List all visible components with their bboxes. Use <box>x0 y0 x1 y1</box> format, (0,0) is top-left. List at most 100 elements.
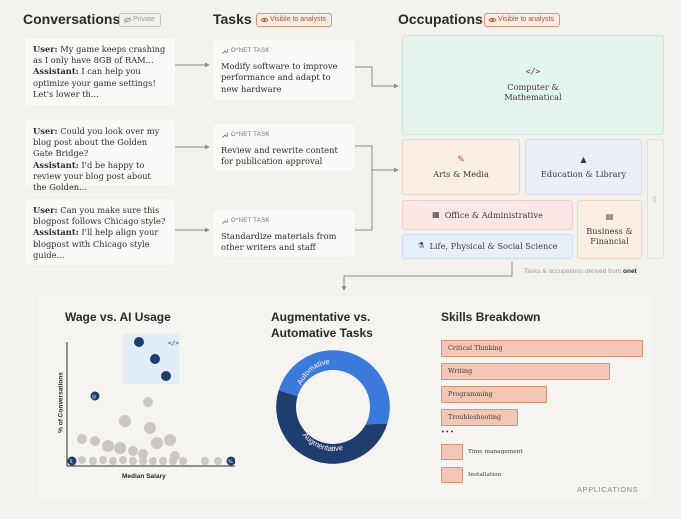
point-icon: ⇅ <box>69 459 73 465</box>
wage-chart-title: Wage vs. AI Usage <box>65 310 171 324</box>
wrench-icon <box>222 49 228 55</box>
occupation-label: Education & Library <box>540 169 627 179</box>
skill-label: Writing <box>448 367 473 375</box>
assistant-label: Assistant: <box>33 227 79 238</box>
scatter-point <box>109 457 117 465</box>
brush-icon: ✎ <box>457 154 465 165</box>
eye-off-icon <box>123 16 132 24</box>
scatter-point <box>144 422 156 434</box>
scatter-point <box>114 442 126 454</box>
highlight-point <box>226 456 235 466</box>
scatter-point <box>129 457 137 465</box>
user-label: User: <box>33 126 58 136</box>
highlight-point <box>161 371 171 381</box>
wage-scatter-plot: </> ◎ ⇅ % <box>66 334 235 467</box>
scatter-point <box>90 436 100 446</box>
skill-label: Installation <box>468 472 502 478</box>
scatter-point <box>138 449 148 459</box>
tasks-visibility-badge: Visible to analysts <box>256 13 332 27</box>
conversation-card: User: My game keeps crashing as I only h… <box>25 38 175 106</box>
augment-title-line2: Automative Tasks <box>271 326 373 340</box>
scatter-point <box>151 437 163 449</box>
user-message: Could you look over my blog post about t… <box>33 126 160 159</box>
point-icon: % <box>228 459 233 465</box>
scatter-point <box>99 456 107 464</box>
skill-label: Troubleshooting <box>448 413 502 421</box>
wage-y-axis-label: % of Conversations <box>57 372 65 433</box>
occupations-visibility-badge: Visible to analysts <box>484 13 560 27</box>
occupation-label: Office & Administrative <box>444 209 543 220</box>
occupation-life-physical-social: ⚗ Life, Physical & Social Science <box>402 234 573 259</box>
occupations-header: Occupations <box>398 11 483 27</box>
tasks-badge-label: Visible to analysts <box>270 16 326 23</box>
skill-label: Critical Thinking <box>448 344 503 352</box>
ledger-icon: ▤ <box>605 212 614 222</box>
occupation-label: Computer & Mathematical <box>504 81 562 103</box>
code-icon: </> <box>525 67 541 77</box>
assistant-label: Assistant: <box>33 159 79 170</box>
scatter-point <box>89 457 97 465</box>
occupation-label: Business & Financial <box>586 225 633 247</box>
scatter-point <box>78 456 86 464</box>
scatter-point <box>214 457 222 465</box>
scatter-point <box>201 457 209 465</box>
skill-bar: Writing <box>441 363 610 380</box>
onet-logo: onet <box>623 268 637 275</box>
task-tag: O*NET TASK <box>231 48 270 54</box>
conversations-header: Conversations <box>23 11 121 27</box>
user-message: Can you make sure this blogpost follows … <box>33 205 166 227</box>
skills-title: Skills Breakdown <box>441 310 541 324</box>
highlight-point <box>90 391 100 401</box>
graduation-cap-icon: ▲ <box>580 154 587 164</box>
building-icon: ▦ <box>432 209 440 219</box>
occupation-overflow-column: oti <box>647 139 664 259</box>
connector-task-occupation <box>355 66 399 89</box>
private-badge: Private <box>119 13 161 27</box>
wage-x-axis-label: Median Salary <box>122 473 166 480</box>
occupation-business-financial: ▤ Business & Financial <box>577 200 642 259</box>
tasks-header: Tasks <box>213 11 252 27</box>
augment-donut-chart: Automative Augmentative <box>276 350 390 464</box>
assistant-message: I'll help align your blogpost with Chica… <box>33 227 159 260</box>
skill-bar: Troubleshooting <box>441 409 518 426</box>
occupation-office-administrative: ▦ Office & Administrative <box>402 200 573 230</box>
more-skills-ellipsis: ••• <box>441 429 455 436</box>
connector-task-occupation <box>355 145 373 230</box>
scatter-point <box>119 415 131 427</box>
scatter-point <box>119 456 127 464</box>
task-text: Modify software to improve performance a… <box>221 61 338 94</box>
highlight-point <box>67 456 77 466</box>
task-text: Review and rewrite content for publicati… <box>221 145 338 167</box>
occupation-overflow-label: oti <box>652 195 659 203</box>
scatter-point <box>164 434 176 446</box>
applications-footer: APPLICATIONS <box>577 485 639 494</box>
task-card: O*NET TASK Standardize materials from ot… <box>213 210 355 257</box>
task-tag: O*NET TASK <box>231 218 270 224</box>
eye-icon <box>488 17 497 23</box>
scatter-point <box>149 457 157 465</box>
connector-to-analysis <box>341 262 513 291</box>
user-message: My game keeps crashing as I only have 8G… <box>33 44 166 66</box>
occupation-education-library: ▲ Education & Library <box>525 139 642 195</box>
skill-label: Time management <box>468 449 523 455</box>
task-card: O*NET TASK Modify software to improve pe… <box>213 40 355 100</box>
skill-bar: Programming <box>441 386 547 403</box>
assistant-message: I can help you optimize your game settin… <box>33 66 156 99</box>
skill-bar <box>441 444 463 460</box>
scatter-point <box>169 457 177 465</box>
augment-title-line1: Augmentative vs. <box>271 310 371 324</box>
onet-source-note: Tasks & occupations derived from onet <box>524 268 637 275</box>
code-icon: </> <box>168 340 179 347</box>
skill-bar <box>441 467 463 483</box>
occupation-computer-mathematical: </> Computer & Mathematical <box>402 35 664 135</box>
assistant-label: Assistant: <box>33 66 79 77</box>
augmentative-segment <box>276 390 388 464</box>
highlight-point <box>134 337 144 347</box>
assistant-message: I'd be happy to review your blog post ab… <box>33 159 151 193</box>
scatter-point <box>102 440 114 452</box>
wrench-icon <box>222 133 228 139</box>
occupations-badge-label: Visible to analysts <box>498 16 554 23</box>
flask-icon: ⚗ <box>417 241 425 251</box>
eye-icon <box>260 17 269 23</box>
occupation-arts-media: ✎ Arts & Media <box>402 139 520 195</box>
